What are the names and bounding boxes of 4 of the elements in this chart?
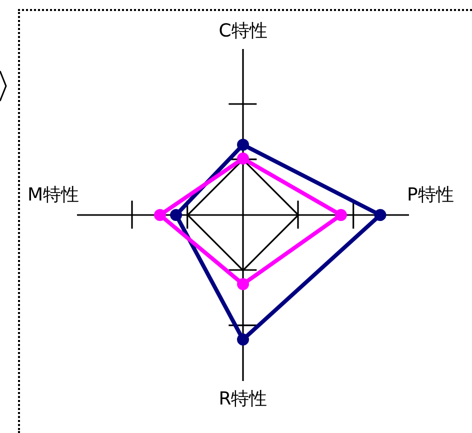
spoke-label: R特性 xyxy=(218,388,268,410)
spoke-label: M特性 xyxy=(27,184,79,206)
spoke-label: P特性 xyxy=(407,184,454,206)
spoke-label: C特性 xyxy=(218,20,268,42)
